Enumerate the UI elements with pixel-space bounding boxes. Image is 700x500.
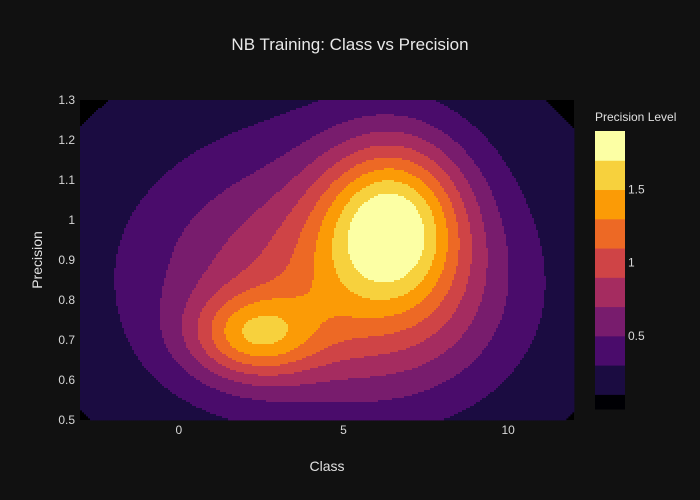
y-axis-ticks: 0.5 0.6 0.7 0.8 0.9 1 1.1 1.2 1.3 <box>58 93 75 427</box>
chart-title: NB Training: Class vs Precision <box>231 35 468 54</box>
colorbar-band <box>595 335 625 366</box>
y-axis-title: Precision <box>29 231 45 289</box>
colorbar-title: Precision Level <box>595 110 676 124</box>
y-tick-label: 0.7 <box>58 333 75 347</box>
y-tick-label: 0.5 <box>58 413 75 427</box>
colorbar-tick-label: 0.5 <box>628 329 645 343</box>
colorbar-band <box>595 131 625 161</box>
colorbar-band <box>595 365 625 395</box>
colorbar-tick-label: 1 <box>628 256 635 270</box>
colorbar-band <box>595 277 625 308</box>
x-axis-ticks: 0 5 10 <box>175 423 515 437</box>
x-tick-label: 5 <box>340 423 347 437</box>
colorbar-band <box>595 189 625 220</box>
x-tick-label: 0 <box>175 423 182 437</box>
x-tick-label: 10 <box>501 423 515 437</box>
contour-bands <box>80 100 575 421</box>
x-axis-title: Class <box>309 458 344 474</box>
y-tick-label: 1.1 <box>58 173 75 187</box>
colorbar-tick-label: 1.5 <box>628 183 645 197</box>
y-tick-label: 1.2 <box>58 133 75 147</box>
colorbar <box>595 131 625 410</box>
colorbar-band <box>595 394 625 410</box>
y-tick-label: 0.9 <box>58 253 75 267</box>
y-tick-label: 1 <box>68 213 75 227</box>
colorbar-band <box>595 218 625 249</box>
colorbar-band <box>595 160 625 191</box>
colorbar-ticks: 0.5 1 1.5 <box>628 183 645 343</box>
y-tick-label: 0.6 <box>58 373 75 387</box>
y-tick-label: 0.8 <box>58 293 75 307</box>
colorbar-band <box>595 248 625 278</box>
y-tick-label: 1.3 <box>58 93 75 107</box>
colorbar-band <box>595 306 625 337</box>
